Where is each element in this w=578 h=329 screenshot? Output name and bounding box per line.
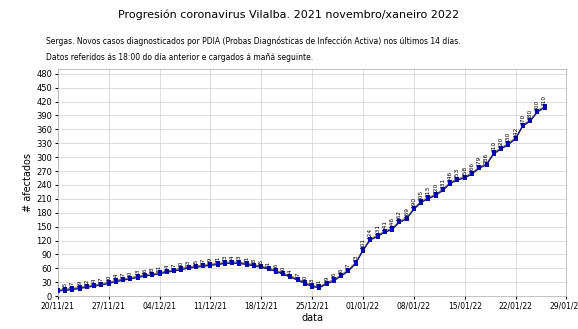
- Text: 50: 50: [280, 266, 286, 273]
- Text: 73: 73: [353, 255, 358, 262]
- Text: 162: 162: [397, 210, 402, 221]
- Text: 67: 67: [201, 258, 206, 265]
- Text: 169: 169: [404, 207, 409, 218]
- Text: 14: 14: [55, 282, 60, 290]
- Text: 30: 30: [302, 275, 307, 282]
- Text: 68: 68: [251, 257, 257, 265]
- Text: 286: 286: [484, 152, 489, 164]
- Text: 43: 43: [135, 269, 140, 276]
- Text: 146: 146: [390, 217, 395, 228]
- Text: 74: 74: [229, 254, 235, 262]
- Text: 246: 246: [448, 171, 453, 182]
- Text: 213: 213: [426, 186, 431, 197]
- Y-axis label: # afectados: # afectados: [24, 153, 34, 212]
- Text: 253: 253: [455, 168, 460, 179]
- Text: 30: 30: [106, 275, 111, 282]
- Text: 29: 29: [324, 275, 329, 283]
- Text: 342: 342: [513, 126, 518, 138]
- Text: 51: 51: [157, 265, 162, 272]
- Text: 46: 46: [339, 267, 344, 275]
- Text: 34: 34: [113, 273, 118, 280]
- Text: 205: 205: [418, 190, 424, 201]
- Text: 320: 320: [499, 137, 503, 148]
- Text: 57: 57: [346, 262, 351, 270]
- Text: 410: 410: [542, 95, 547, 106]
- Text: 19: 19: [77, 280, 82, 287]
- Text: 400: 400: [535, 100, 540, 111]
- Text: 73: 73: [237, 255, 242, 262]
- Text: 23: 23: [310, 278, 314, 286]
- Text: 124: 124: [368, 228, 373, 239]
- Text: 17: 17: [70, 281, 75, 288]
- Text: 65: 65: [259, 259, 264, 266]
- Text: 40: 40: [128, 270, 133, 278]
- Text: Progresión coronavirus Vilalba. 2021 novembro/xaneiro 2022: Progresión coronavirus Vilalba. 2021 nov…: [118, 10, 460, 20]
- Text: 258: 258: [462, 165, 467, 177]
- Text: 56: 56: [273, 263, 278, 270]
- Text: 57: 57: [172, 262, 176, 270]
- Text: 279: 279: [477, 156, 481, 167]
- Text: 330: 330: [506, 132, 511, 143]
- Text: 141: 141: [382, 220, 387, 231]
- Text: 63: 63: [186, 260, 191, 267]
- Text: 231: 231: [440, 178, 446, 189]
- Text: 46: 46: [143, 267, 147, 275]
- Text: 48: 48: [150, 266, 155, 274]
- Text: 190: 190: [412, 197, 416, 208]
- Text: 101: 101: [361, 238, 365, 249]
- Text: 37: 37: [295, 271, 300, 279]
- Text: 131: 131: [375, 224, 380, 236]
- Text: 380: 380: [528, 109, 532, 120]
- Text: 310: 310: [491, 141, 497, 152]
- Text: 22: 22: [84, 278, 90, 286]
- Text: 73: 73: [223, 255, 227, 262]
- Text: 27: 27: [99, 276, 104, 284]
- Text: 65: 65: [194, 259, 198, 266]
- Text: 24: 24: [92, 277, 97, 285]
- Text: 15: 15: [62, 282, 68, 289]
- Text: 37: 37: [121, 271, 125, 279]
- Text: 60: 60: [179, 261, 184, 268]
- Text: 69: 69: [208, 257, 213, 264]
- Text: 54: 54: [164, 264, 169, 271]
- Text: 71: 71: [244, 256, 249, 263]
- Text: 370: 370: [520, 114, 525, 125]
- Text: 71: 71: [215, 256, 220, 263]
- Text: 36: 36: [331, 272, 336, 279]
- Text: Datos referidos ás 18:00 do día anterior e cargados á mañá seguinte.: Datos referidos ás 18:00 do día anterior…: [46, 53, 313, 62]
- Text: 61: 61: [266, 261, 271, 268]
- Text: 21: 21: [317, 279, 322, 286]
- Text: Sergas. Novos casos diagnosticados por PDIA (Probas Diagnósticas de Infección Ac: Sergas. Novos casos diagnosticados por P…: [46, 36, 461, 46]
- Text: 266: 266: [469, 162, 475, 173]
- Text: 220: 220: [433, 183, 438, 194]
- Text: 44: 44: [288, 268, 293, 276]
- X-axis label: data: data: [301, 314, 323, 323]
